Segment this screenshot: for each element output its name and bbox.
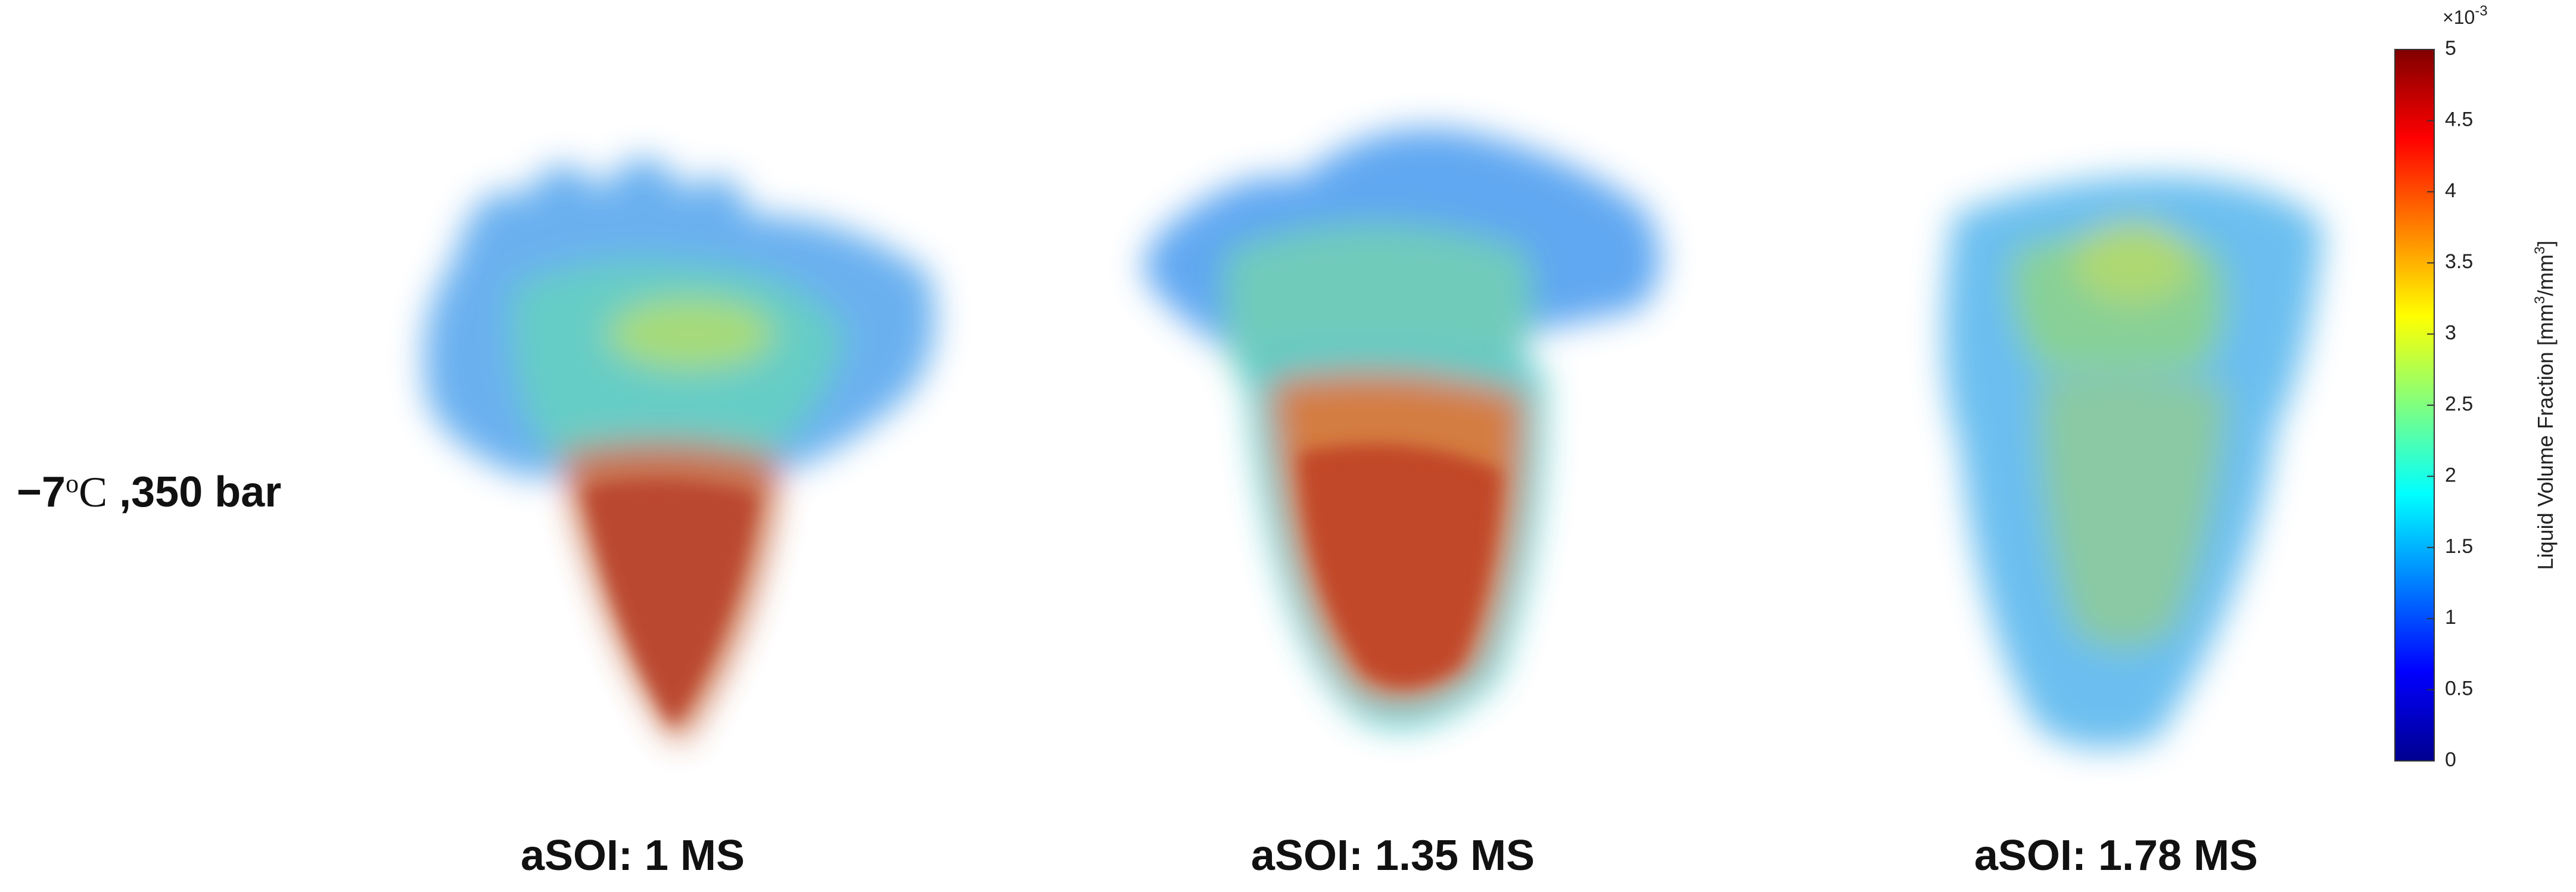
spray-image — [1943, 176, 2323, 748]
label-text: /mm — [2533, 254, 2558, 296]
multiplier-base: ×10 — [2443, 7, 2475, 28]
tick-label: 5 — [2445, 37, 2456, 60]
tick-label: 3.5 — [2445, 250, 2473, 273]
tick-label: 4.5 — [2445, 108, 2473, 130]
tick-label: 2.5 — [2445, 393, 2473, 415]
tick-label: 3 — [2445, 322, 2456, 344]
multiplier-exponent: -3 — [2475, 3, 2487, 19]
degree: o — [66, 469, 79, 498]
label-text: Liquid Volume Fraction [mm — [2533, 304, 2558, 570]
condition-text: −7 — [17, 468, 66, 516]
colorbar-label: Liquid Volume Fraction [mm3/mm3] — [2532, 241, 2558, 570]
condition-text: ,350 bar — [107, 468, 281, 516]
panel-label: aSOI: 1 MS — [521, 832, 745, 879]
unit: C — [79, 468, 107, 516]
tick-label: 4 — [2445, 179, 2456, 202]
spray-image — [424, 158, 935, 745]
label-sup: 3 — [2532, 296, 2548, 304]
tick-label: 0 — [2445, 748, 2456, 771]
tick-label: 0.5 — [2445, 677, 2473, 700]
tick-label: 1.5 — [2445, 535, 2473, 558]
tick-label: 1 — [2445, 606, 2456, 629]
panel-label: aSOI: 1.78 MS — [1974, 832, 2258, 879]
label-sup: 3 — [2532, 247, 2548, 254]
colorbar-ticks: 0 0.5 1 1.5 2 2.5 3 3.5 4 4.5 5 — [2427, 37, 2473, 771]
colorbar-multiplier: ×10-3 — [2443, 3, 2488, 28]
condition-label: −7oC ,350 bar — [17, 468, 281, 516]
spray-image — [1144, 128, 1661, 727]
tick-label: 2 — [2445, 464, 2456, 486]
label-text: ] — [2533, 241, 2558, 247]
panel-label: aSOI: 1.35 MS — [1251, 832, 1535, 879]
